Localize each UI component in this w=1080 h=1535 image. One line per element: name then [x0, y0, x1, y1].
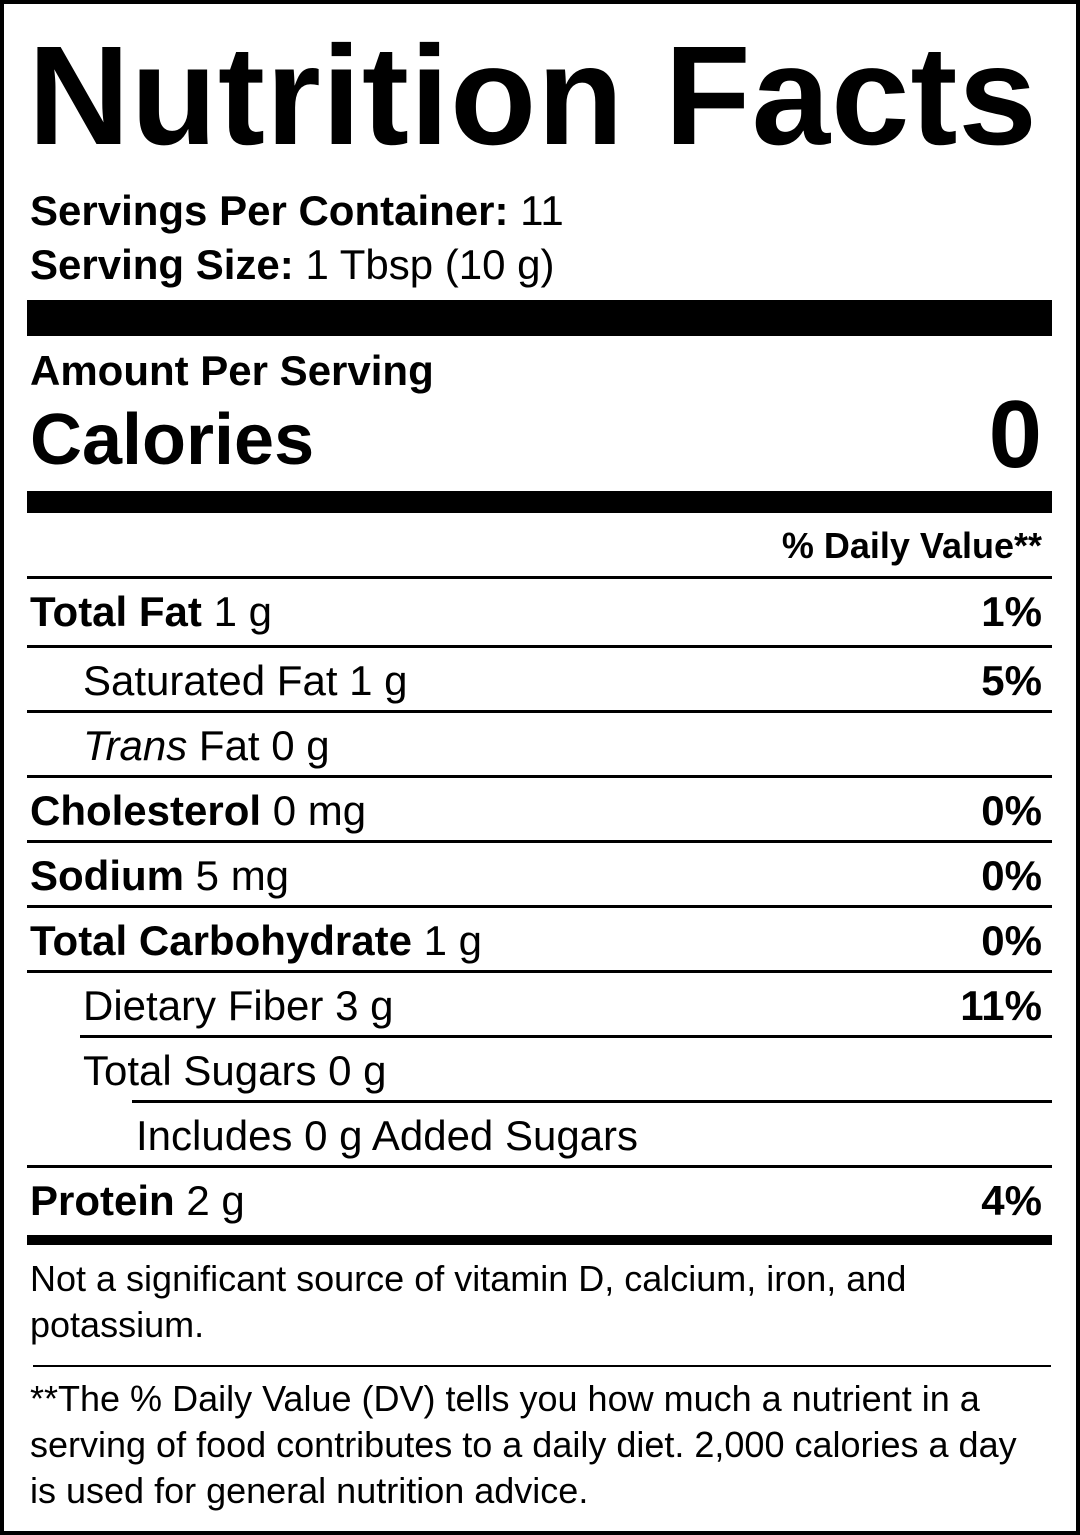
row-divider	[27, 775, 1052, 778]
nutrient-amount: 2 g	[186, 1177, 245, 1224]
nutrient-row: Trans Fat 0 g	[0, 714, 1080, 778]
calories-value: 0	[988, 381, 1042, 488]
nutrient-name: Dietary Fiber	[83, 982, 324, 1029]
nutrient-name-suffix: Fat	[198, 722, 260, 769]
nutrient-label: Includes 0 g Added Sugars	[136, 1104, 638, 1168]
amount-per-serving: Amount Per Serving	[30, 347, 434, 394]
nutrient-label: Cholesterol 0 mg	[30, 779, 366, 843]
row-divider	[27, 645, 1052, 648]
thick-divider	[27, 300, 1052, 336]
nutrient-daily-value: 0%	[981, 787, 1042, 834]
dv-footnote: **The % Daily Value (DV) tells you how m…	[30, 1378, 1017, 1511]
nutrient-amount: 0 g	[271, 722, 330, 769]
nutrient-name: Cholesterol	[30, 787, 262, 834]
nutrient-row: Saturated Fat 1 g 5%	[0, 649, 1080, 713]
nutrient-amount: 1 g	[213, 588, 272, 635]
nutrient-label: Total Carbohydrate 1 g	[30, 909, 482, 973]
vitamins-note: Not a significant source of vitamin D, c…	[30, 1258, 907, 1345]
nutrient-name: Protein	[30, 1177, 175, 1224]
row-divider	[27, 840, 1052, 843]
row-divider	[27, 905, 1052, 908]
serving-size: Serving Size: 1 Tbsp (10 g)	[30, 241, 555, 288]
nutrient-label: Total Sugars 0 g	[83, 1039, 387, 1103]
row-divider	[132, 1100, 1052, 1103]
nutrient-amount: 1 g	[349, 657, 408, 704]
nutrient-amount: 0 g	[328, 1047, 387, 1094]
row-divider	[80, 1035, 1052, 1038]
nutrient-amount: 5 mg	[195, 852, 290, 899]
nutrient-label: Sodium 5 mg	[30, 844, 289, 908]
nutrient-name: Sodium	[30, 852, 184, 899]
nutrient-daily-value: 11%	[960, 982, 1042, 1029]
nutrient-row: Total Sugars 0 g	[0, 1039, 1080, 1103]
nutrient-label: Dietary Fiber 3 g	[83, 974, 393, 1038]
nutrient-row: Cholesterol 0 mg 0%	[0, 779, 1080, 843]
label-title: Nutrition Facts	[28, 16, 1038, 174]
thick-divider-bottom	[27, 1235, 1052, 1245]
nutrient-label: Protein 2 g	[30, 1169, 245, 1233]
nutrient-row: Includes 0 g Added Sugars	[0, 1104, 1080, 1168]
nutrient-name: Saturated Fat	[83, 657, 338, 704]
nutrient-amount: 1 g	[423, 917, 482, 964]
nutrient-name: Total Fat	[30, 588, 202, 635]
nutrient-name: Includes 0 g Added Sugars	[136, 1112, 639, 1159]
nutrient-daily-value: 0%	[981, 852, 1042, 899]
nutrient-row: Total Carbohydrate 1 g 0%	[0, 909, 1080, 973]
nutrient-label: Total Fat 1 g	[30, 580, 272, 644]
daily-value-header: % Daily Value**	[781, 525, 1042, 566]
nutrient-row: Protein 2 g 4%	[0, 1169, 1080, 1233]
nutrient-row: Dietary Fiber 3 g 11%	[0, 974, 1080, 1038]
servings-per-container: Servings Per Container: 11	[30, 187, 564, 234]
nutrient-amount: 3 g	[335, 982, 394, 1029]
nutrient-name: Total Carbohydrate	[30, 917, 412, 964]
nutrient-amount: 0 mg	[272, 787, 367, 834]
nutrient-daily-value: 5%	[981, 657, 1042, 704]
nutrient-label: Trans Fat 0 g	[83, 714, 330, 778]
row-divider	[27, 1165, 1052, 1168]
nutrient-name: Trans	[83, 722, 188, 769]
medium-divider	[27, 491, 1052, 513]
thin-divider	[33, 1365, 1051, 1367]
nutrient-daily-value: 1%	[981, 588, 1042, 635]
nutrient-name: Total Sugars	[83, 1047, 317, 1094]
nutrient-label: Saturated Fat 1 g	[83, 649, 408, 713]
nutrient-daily-value: 0%	[981, 917, 1042, 964]
nutrient-daily-value: 4%	[981, 1177, 1042, 1224]
calories-label: Calories	[30, 400, 315, 480]
nutrient-row: Sodium 5 mg 0%	[0, 844, 1080, 908]
row-divider	[27, 710, 1052, 713]
row-divider	[27, 970, 1052, 973]
row-divider	[27, 576, 1052, 579]
nutrient-row: Total Fat 1 g 1%	[0, 580, 1080, 644]
